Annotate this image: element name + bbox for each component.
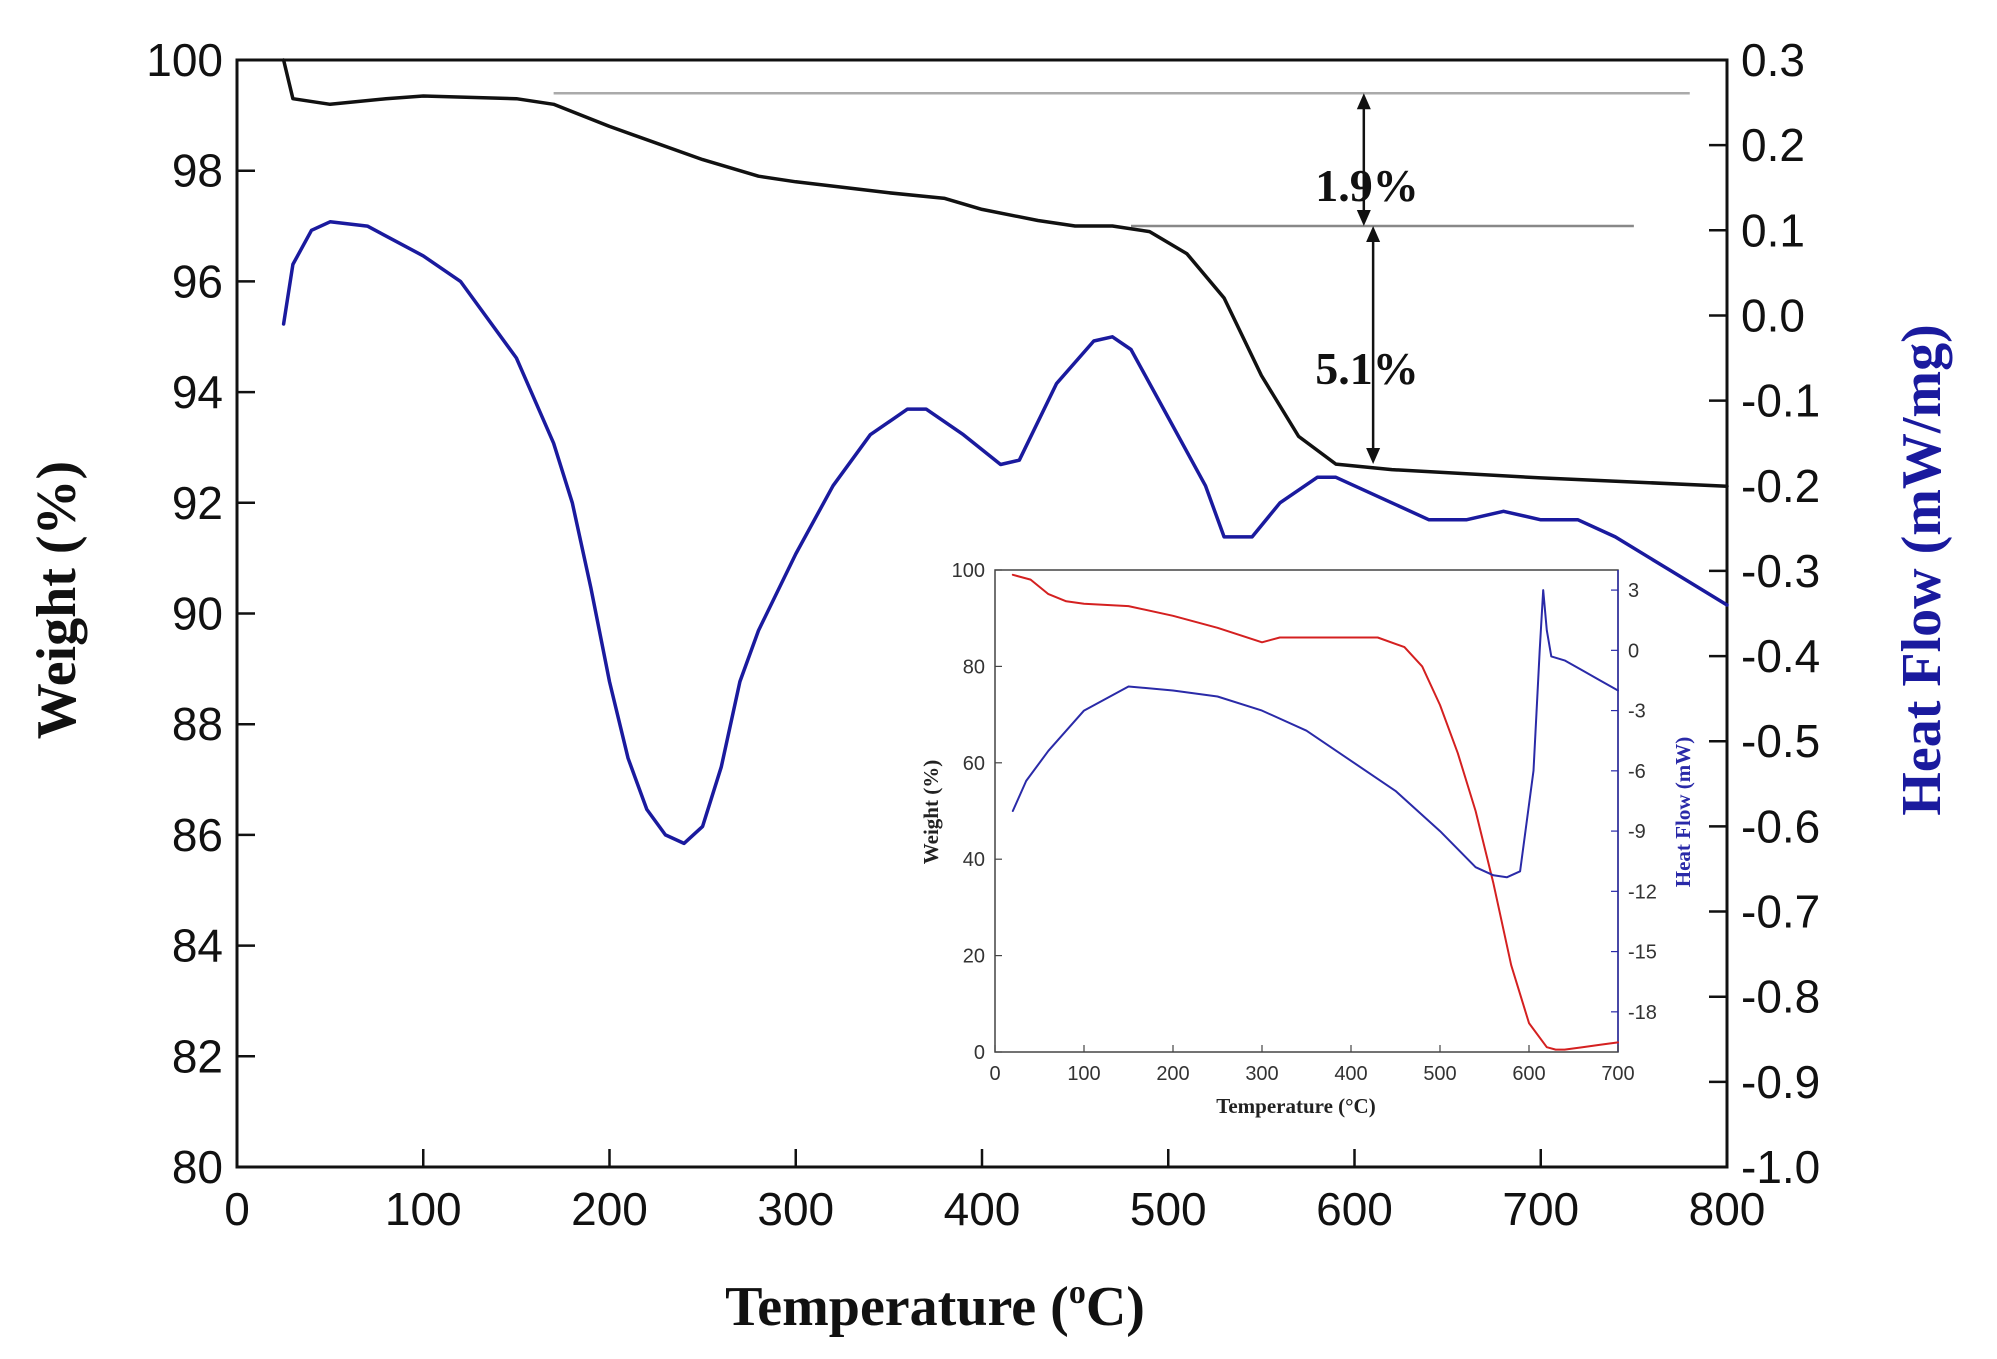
main-y-tick-label: 96	[172, 255, 223, 307]
main-y2-tick-label: -0.5	[1741, 715, 1820, 767]
main-y-tick-label: 92	[172, 477, 223, 529]
inset-y-tick-label: 60	[963, 753, 985, 775]
main-y-tick-label: 86	[172, 809, 223, 861]
main-x-tick-label: 500	[1130, 1183, 1207, 1235]
main-y-tick-label: 90	[172, 588, 223, 640]
main-x-tick-label: 100	[385, 1183, 462, 1235]
main-y-tick-label: 84	[172, 920, 223, 972]
main-arrow-head-up	[1366, 226, 1381, 243]
main-x-tick-label: 200	[571, 1183, 648, 1235]
x-axis-title-unit: C)	[1086, 1276, 1145, 1338]
x-axis-title: Temperature (oC)	[725, 1274, 1145, 1338]
inset-y-tick-label: 0	[974, 1042, 985, 1064]
inset-y-tick-label: 80	[963, 656, 985, 678]
inset-x-tick-label: 700	[1601, 1063, 1634, 1085]
main-y2-tick-label: -1.0	[1741, 1141, 1820, 1193]
main-y2-tick-label: 0.1	[1741, 204, 1805, 256]
main-arrow-head-down	[1366, 448, 1381, 465]
inset-x-tick-label: 500	[1423, 1063, 1456, 1085]
inset-y2-tick-label: -12	[1628, 881, 1657, 903]
main-x-tick-label: 300	[757, 1183, 834, 1235]
main-arrow-head-down	[1356, 210, 1371, 227]
inset-x-axis-title: Temperature (°C)	[1216, 1094, 1375, 1118]
inset-y2-tick-label: -9	[1628, 821, 1646, 843]
main-y2-tick-label: -0.6	[1741, 800, 1820, 852]
inset-y2-tick-label: -6	[1628, 761, 1646, 783]
main-y-tick-label: 100	[146, 34, 223, 86]
main-y2-tick-label: -0.4	[1741, 630, 1820, 682]
inset-chart: 0 100 200 300 400 500 600 700 0 20 40 60 80 100 -18 -15…	[919, 555, 1695, 1118]
main-y-tick-label: 94	[172, 366, 223, 418]
inset-series-heat-flow	[1011, 589, 1619, 879]
inset-y2-axis-title: Heat Flow (mW)	[1671, 737, 1695, 887]
inset-y-tick-label: 100	[952, 560, 985, 582]
main-y2-tick-label: 0.2	[1741, 119, 1805, 171]
inset-y-tick-label: 40	[963, 849, 985, 871]
annotation-5-1-percent: 5.1%	[1315, 343, 1419, 394]
inset-y2-tick-label: -15	[1628, 942, 1657, 964]
main-ticks: 0 100 200 300 400 500 600 700 800808284868890929…	[146, 34, 1820, 1235]
main-x-tick-label: 700	[1502, 1183, 1579, 1235]
main-y2-tick-label: -0.9	[1741, 1056, 1820, 1108]
inset-background	[985, 555, 1630, 1075]
inset-y2-tick-label: 0	[1628, 640, 1639, 662]
main-x-tick-label: 0	[224, 1183, 250, 1235]
inset-y2-tick-label: -3	[1628, 701, 1646, 723]
main-y2-tick-label: -0.8	[1741, 971, 1820, 1023]
main-y-tick-label: 80	[172, 1141, 223, 1193]
inset-y-tick-label: 20	[963, 946, 985, 968]
main-y-tick-label: 98	[172, 145, 223, 197]
inset-y-axis-title: Weight (%)	[919, 760, 943, 864]
main-arrow-head-up	[1356, 93, 1371, 110]
main-y-tick-label: 82	[172, 1030, 223, 1082]
main-y2-tick-label: -0.7	[1741, 886, 1820, 938]
main-y2-tick-label: -0.2	[1741, 460, 1820, 512]
y-axis-title: Weight (%)	[26, 461, 88, 739]
main-x-tick-label: 400	[944, 1183, 1021, 1235]
inset-x-tick-label: 400	[1334, 1063, 1367, 1085]
inset-x-tick-label: 600	[1512, 1063, 1545, 1085]
annotation-1-9-percent: 1.9%	[1315, 160, 1419, 211]
inset-ticks: 0 100 200 300 400 500 600 700 0 20 40 60 80 100 -18 -15…	[952, 560, 1657, 1085]
main-y2-tick-label: -0.1	[1741, 375, 1820, 427]
x-axis-title-main: Temperature (	[725, 1276, 1069, 1338]
y2-axis-title: Heat Flow (mW/mg)	[1891, 324, 1953, 815]
main-x-tick-label: 800	[1689, 1183, 1766, 1235]
inset-series-weight	[1011, 573, 1619, 1051]
main-y2-tick-label: 0.0	[1741, 289, 1805, 341]
main-y2-tick-label: 0.3	[1741, 34, 1805, 86]
inset-plot	[994, 569, 1619, 1053]
main-series-heat-flow	[281, 220, 1729, 846]
main-annotation-arrow	[1366, 226, 1381, 465]
main-x-tick-label: 600	[1316, 1183, 1393, 1235]
main-y2-tick-label: -0.3	[1741, 545, 1820, 597]
x-axis-title-sup: o	[1069, 1274, 1086, 1311]
inset-y2-tick-label: 3	[1628, 580, 1639, 602]
main-y-tick-label: 88	[172, 698, 223, 750]
main-annotation-arrow	[1356, 93, 1371, 227]
inset-x-tick-label: 200	[1156, 1063, 1189, 1085]
inset-x-tick-label: 100	[1067, 1063, 1100, 1085]
inset-y2-tick-label: -18	[1628, 1002, 1657, 1024]
inset-x-tick-label: 300	[1245, 1063, 1278, 1085]
main-series-weight	[281, 58, 1729, 488]
inset-x-tick-label: 0	[989, 1063, 1000, 1085]
